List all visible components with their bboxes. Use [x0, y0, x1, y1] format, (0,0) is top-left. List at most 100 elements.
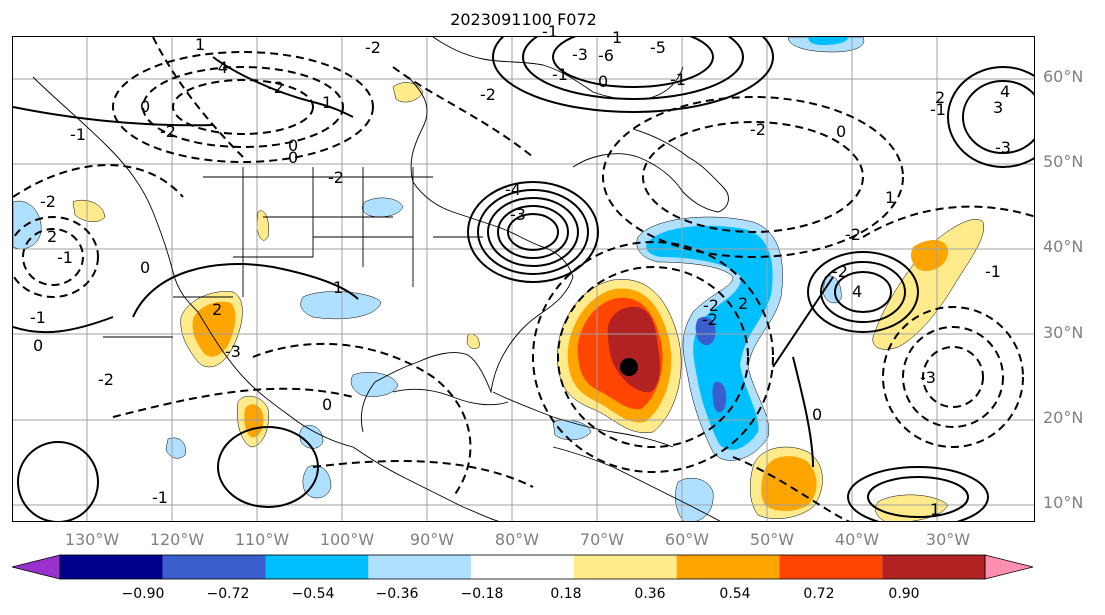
- contour-label: -3: [572, 45, 588, 64]
- lat-label: 60°N: [1043, 67, 1084, 86]
- contour-label: -2: [328, 168, 344, 187]
- lat-label: 10°N: [1043, 493, 1084, 512]
- contour-label: -3: [510, 205, 526, 224]
- contour-label: -2: [480, 85, 496, 104]
- contour-label: 0: [322, 395, 333, 414]
- colorbar-cell: [471, 555, 574, 579]
- contour-label: 2: [738, 294, 749, 313]
- contour-label: 0: [288, 136, 299, 155]
- lon-label: 100°W: [319, 530, 375, 549]
- contour-label: 2: [47, 227, 58, 246]
- contour-label: 1: [195, 35, 206, 54]
- colorbar-cell: [60, 555, 163, 579]
- map-title: 2023091100 F072: [450, 10, 597, 29]
- colorbar-tick: 0.54: [719, 586, 751, 602]
- lat-label: 30°N: [1043, 323, 1084, 342]
- contour-label: 1: [333, 278, 344, 297]
- contour-label: -2: [703, 296, 719, 315]
- colorbar-cell: [265, 555, 369, 579]
- contour-label: 1: [930, 500, 941, 519]
- contours-negative: [13, 37, 1034, 521]
- coastlines: [32, 37, 729, 521]
- contour-label: 3: [993, 98, 1004, 117]
- contour-label: 0: [836, 122, 847, 141]
- contour-label: -5: [650, 38, 666, 57]
- colorbar-cell: [368, 555, 472, 579]
- lon-label: 80°W: [494, 530, 540, 549]
- lon-label: 50°W: [749, 530, 795, 549]
- map-svg: [13, 37, 1034, 521]
- lon-label: 70°W: [579, 530, 625, 549]
- contour-label: -1: [985, 262, 1001, 281]
- contour-label: -1: [57, 248, 73, 267]
- colorbar-tick: −0.54: [291, 586, 335, 602]
- shaded-anomalies: [13, 37, 985, 521]
- contour-label: 1: [612, 28, 623, 47]
- contour-label: -1: [670, 70, 686, 89]
- colorbar-extend-low: [11, 554, 61, 580]
- contour-label: -1: [30, 308, 46, 327]
- contour-label: -6: [598, 46, 614, 65]
- contour-label: -2: [750, 120, 766, 139]
- map-panel: [12, 36, 1035, 522]
- contour-label: 2: [935, 88, 946, 107]
- colorbar: [11, 554, 1034, 580]
- contour-label: -1: [552, 65, 568, 84]
- lon-label: 110°W: [234, 530, 290, 549]
- lon-label: 130°W: [64, 530, 120, 549]
- contour-label: -1: [152, 488, 168, 507]
- contour-label: -2: [845, 225, 861, 244]
- lat-label: 50°N: [1043, 152, 1084, 171]
- colorbar-cell: [779, 555, 883, 579]
- contour-label: 1: [885, 188, 896, 207]
- colorbar-tick: −0.36: [375, 586, 419, 602]
- contour-label: -2: [702, 310, 718, 329]
- colorbar-tick: 0.90: [888, 586, 920, 602]
- contour-label: -2: [365, 38, 381, 57]
- contour-label: -2: [40, 192, 56, 211]
- contour-label: -1: [542, 22, 558, 41]
- colorbar-cell: [573, 555, 677, 579]
- contour-label: -4: [212, 58, 228, 77]
- contour-label: 0: [288, 148, 299, 167]
- contour-label: -4: [505, 180, 521, 199]
- contour-label: -1: [70, 125, 86, 144]
- contour-label: -3: [920, 368, 936, 387]
- contour-label: 0: [598, 72, 609, 91]
- colorbar-border: [59, 554, 986, 580]
- contour-label: -2: [160, 122, 176, 141]
- contour-label: 4: [852, 282, 863, 301]
- contour-label: -3: [995, 138, 1011, 157]
- lon-label: 120°W: [149, 530, 205, 549]
- lon-label: 40°W: [834, 530, 880, 549]
- lat-label: 20°N: [1043, 408, 1084, 427]
- contour-label: 0: [140, 258, 151, 277]
- graticule: [13, 37, 1034, 521]
- colorbar-tick: 0.36: [634, 586, 666, 602]
- colorbar-tick: 0.72: [803, 586, 835, 602]
- lon-label: 60°W: [664, 530, 710, 549]
- contour-label: 2: [212, 300, 223, 319]
- lon-label: 30°W: [925, 530, 971, 549]
- colorbar-tick: 0.18: [550, 586, 582, 602]
- lat-label: 40°N: [1043, 237, 1084, 256]
- contour-label: 0: [140, 97, 151, 116]
- colorbar-cell: [882, 555, 985, 579]
- contour-label: -3: [225, 342, 241, 361]
- contours-positive: [13, 37, 1034, 521]
- colorbar-extend-high: [984, 554, 1034, 580]
- colorbar-tick: −0.90: [121, 586, 165, 602]
- contour-label: -2: [832, 262, 848, 281]
- colorbar-cell: [162, 555, 266, 579]
- colorbar-tick: −0.72: [206, 586, 250, 602]
- contour-label: -1: [930, 100, 946, 119]
- contour-label: 4: [1000, 82, 1011, 101]
- contour-label: -2: [98, 370, 114, 389]
- contour-label: -2: [268, 78, 284, 97]
- lon-label: 90°W: [409, 530, 455, 549]
- contour-label: 0: [33, 336, 44, 355]
- colorbar-cell: [676, 555, 780, 579]
- contour-label: 0: [812, 405, 823, 424]
- contour-label: 1: [322, 93, 333, 112]
- hurricane-center-marker: [620, 358, 638, 376]
